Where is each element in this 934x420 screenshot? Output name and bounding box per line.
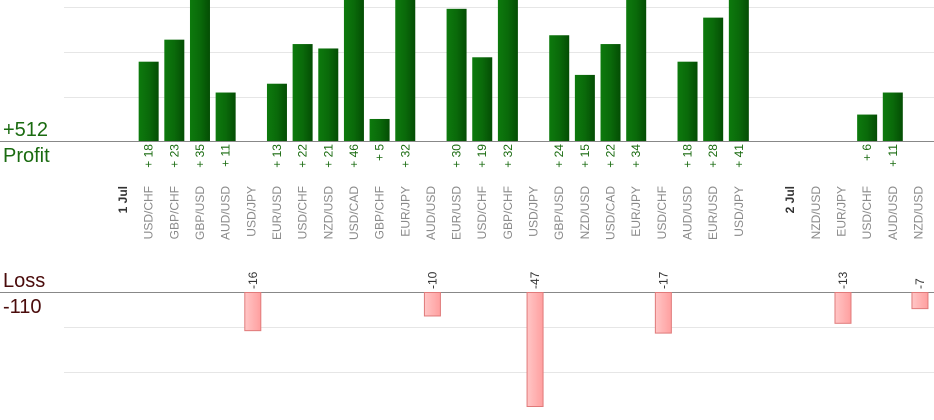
profit-value-label: + 19: [475, 144, 489, 168]
profit-value-label: + 32: [398, 144, 412, 168]
loss-bar: [654, 292, 672, 334]
profit-value-label: + 24: [552, 144, 566, 168]
profit-total: +512: [3, 119, 49, 141]
pair-label: NZD/USD: [578, 186, 592, 240]
bars: [138, 0, 929, 407]
day-label: 1 Jul: [116, 186, 130, 213]
pair-label: GBP/CHF: [501, 186, 515, 239]
labels: 1 Jul USD/CHF + 18 GBP/CHF + 23 GBP/USD + 35 AU…: [116, 144, 927, 289]
pair-label: GBP/CHF: [167, 186, 181, 239]
pair-label: USD/CHF: [860, 186, 874, 239]
profit-bar: [703, 17, 724, 141]
profit-value-label: + 41: [732, 144, 746, 168]
profit-bar: [215, 92, 236, 141]
loss-bar: [244, 292, 262, 332]
profit-value-label: + 22: [296, 144, 310, 168]
pair-label: NZD/USD: [911, 186, 925, 240]
loss-bar: [834, 292, 852, 324]
profit-value-label: + 13: [270, 144, 284, 168]
pair-label: NZD/USD: [809, 186, 823, 240]
profit-value-label: + 28: [706, 144, 720, 168]
pair-label: USD/CAD: [604, 186, 618, 240]
profit-value-label: + 5: [373, 144, 387, 161]
pair-label: USD/JPY: [732, 186, 746, 237]
profit-bar: [369, 118, 390, 141]
loss-bar: [526, 292, 544, 407]
day-label: 2 Jul: [783, 186, 797, 213]
pair-label: GBP/USD: [193, 186, 207, 240]
pair-label: EUR/JPY: [629, 186, 643, 237]
profit-bar: [497, 0, 518, 141]
profit-bar: [574, 74, 595, 141]
profit-label: Profit: [3, 145, 50, 167]
profit-value-label: + 11: [219, 144, 233, 167]
pair-label: USD/CHF: [475, 186, 489, 239]
pair-label: AUD/USD: [219, 186, 233, 240]
profit-bar: [549, 35, 570, 141]
loss-value-label: -7: [913, 278, 927, 289]
pair-label: USD/JPY: [244, 186, 258, 237]
profit-bar: [292, 44, 313, 141]
profit-bar: [138, 61, 159, 141]
profit-value-label: + 35: [193, 144, 207, 168]
pair-label: USD/CHF: [296, 186, 310, 239]
pair-label: AUD/USD: [681, 186, 695, 240]
profit-bar: [164, 39, 185, 141]
profit-value-label: + 23: [167, 144, 181, 168]
profit-value-label: + 15: [578, 144, 592, 168]
loss-bar: [423, 292, 441, 317]
profit-value-label: + 32: [501, 144, 515, 168]
pair-label: EUR/USD: [706, 186, 720, 240]
loss-value-label: -10: [425, 271, 439, 289]
profit-bar: [882, 92, 903, 141]
profit-bar: [395, 0, 416, 141]
pair-label: GBP/USD: [552, 186, 566, 240]
profit-bar: [446, 8, 467, 141]
pair-label: EUR/JPY: [834, 186, 848, 237]
loss-total: -110: [3, 296, 42, 318]
pair-label: EUR/JPY: [398, 186, 412, 237]
profit-bar: [343, 0, 364, 141]
loss-value-label: -13: [836, 271, 850, 289]
pair-label: NZD/USD: [321, 186, 335, 240]
profit-bar: [728, 0, 749, 141]
loss-value-label: -47: [528, 271, 542, 289]
loss-label: Loss: [3, 270, 46, 292]
profit-value-label: + 34: [629, 144, 643, 168]
profit-bar: [472, 57, 493, 141]
loss-value-label: -16: [246, 271, 260, 289]
profit-value-label: + 6: [860, 144, 874, 161]
profit-value-label: + 22: [604, 144, 618, 168]
pair-label: USD/CHF: [655, 186, 669, 239]
profit-value-label: + 21: [321, 144, 335, 168]
pair-label: AUD/USD: [424, 186, 438, 240]
profit-bar: [318, 48, 339, 141]
profit-value-label: + 11: [886, 144, 900, 167]
pair-label: EUR/USD: [450, 186, 464, 240]
pair-label: EUR/USD: [270, 186, 284, 240]
pair-label: USD/CAD: [347, 186, 361, 240]
profit-bar: [266, 83, 287, 141]
profit-bar: [626, 0, 647, 141]
profit-bar: [189, 0, 210, 141]
profit-value-label: + 18: [142, 144, 156, 168]
pair-label: AUD/USD: [886, 186, 900, 240]
loss-value-label: -17: [656, 271, 670, 289]
pair-label: GBP/CHF: [373, 186, 387, 239]
profit-bar: [857, 114, 878, 141]
profit-value-label: + 46: [347, 144, 361, 168]
loss-bar: [911, 292, 929, 310]
pair-label: USD/CHF: [142, 186, 156, 239]
pair-label: USD/JPY: [527, 186, 541, 237]
profit-bar: [600, 44, 621, 141]
profit-value-label: + 30: [450, 144, 464, 168]
profit-bar: [677, 61, 698, 141]
profit-value-label: + 18: [681, 144, 695, 168]
